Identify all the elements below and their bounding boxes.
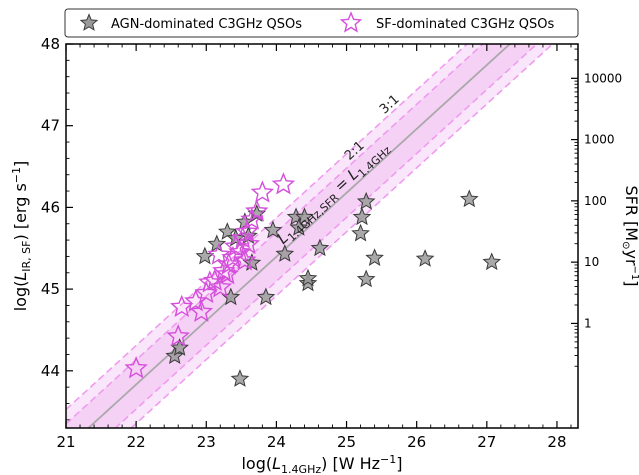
sf-data-point [124,356,148,379]
right-tick-label: 10000 [584,71,622,85]
agn-data-point [289,218,309,236]
agn-data-point [298,268,318,287]
right-tick-label: 1 [584,316,592,330]
agn-data-point [459,189,479,208]
sf-data-point [236,231,261,255]
agn-data-point [365,248,384,266]
sf-data-point [170,294,194,318]
y-tick-label: 48 [41,35,60,53]
plot-frame [65,43,579,429]
y-tick-label: 46 [41,198,60,216]
legend-sf-label: SF-dominated C3GHz QSOs [376,17,554,32]
agn-data-point [263,220,283,239]
right-axis-label: SFR [M⊙yr−1] [620,185,639,286]
agn-data-point [482,252,502,271]
ratio-dashed-line [130,44,554,428]
agn-data-point [415,249,435,267]
legend-agn-label: AGN-dominated C3GHz QSOs [111,17,302,32]
agn-data-point [170,338,189,356]
agn-data-point [256,287,276,306]
right-tick-label: 10 [584,255,599,269]
sf-data-point [245,199,269,222]
x-tick-label: 27 [477,433,496,451]
x-tick-label: 22 [127,433,146,451]
y-tick-label: 44 [41,362,60,380]
sf-data-point [166,324,190,347]
agn-data-point [310,238,330,257]
legend-sf-star-icon [339,11,363,33]
ratio-dashed-line [66,44,469,411]
plot-area [66,44,554,428]
ratio-dashed-lines [66,44,554,428]
legend-agn-star-icon [79,13,99,31]
y-tick-label: 47 [41,117,60,135]
y-axis-label: log(LIR, SF) [erg s−1] [10,161,33,312]
x-axis-label: log(L1.4GHz) [W Hz−1] [241,453,402,475]
sf-data-point [207,242,231,265]
agn-data-point [295,207,314,226]
right-tick-label: 1000 [584,133,615,147]
x-tick-label: 23 [197,433,216,451]
x-tick-label: 25 [337,433,356,451]
sf-data-point [189,299,214,322]
y-axis-ticks: 44 45 46 47 48 [41,35,73,421]
x-axis-ticks: 21 22 23 24 25 26 27 28 [56,44,572,451]
x-tick-label: 28 [547,433,566,451]
one-to-one-line [87,44,512,428]
sf-data-point [212,258,236,282]
ratio-dashed-line [114,44,539,428]
legend-frame [64,8,579,38]
ratio-band-2-to-1 [66,44,537,428]
sf-data-point [271,172,296,195]
sf-data-point [240,207,264,230]
sf-data-point [250,180,275,203]
x-tick-label: 26 [407,433,426,451]
sf-series [124,172,296,379]
sf-data-point [233,248,257,271]
agn-data-point [356,269,376,288]
agn-data-point [352,207,372,226]
agn-data-point [230,369,250,387]
y-tick-label: 45 [41,280,60,298]
agn-series [165,189,502,387]
agn-data-point [275,244,295,262]
sf-data-point [215,262,240,285]
sf-data-point [208,275,233,298]
legend: AGN-dominated C3GHz QSOs SF-dominated C3… [64,8,579,38]
sf-data-point [231,226,255,249]
agn-data-point [351,223,370,242]
x-tick-label: 21 [56,433,75,451]
sf-data-point [184,289,208,312]
agn-data-point [356,191,376,210]
right-axis-ticks: 1 10 100 1000 10000 [571,48,622,367]
agn-data-point [195,246,215,265]
x-tick-label: 24 [267,433,286,451]
right-tick-label: 100 [584,194,607,208]
ratio-dashed-line [66,44,485,425]
